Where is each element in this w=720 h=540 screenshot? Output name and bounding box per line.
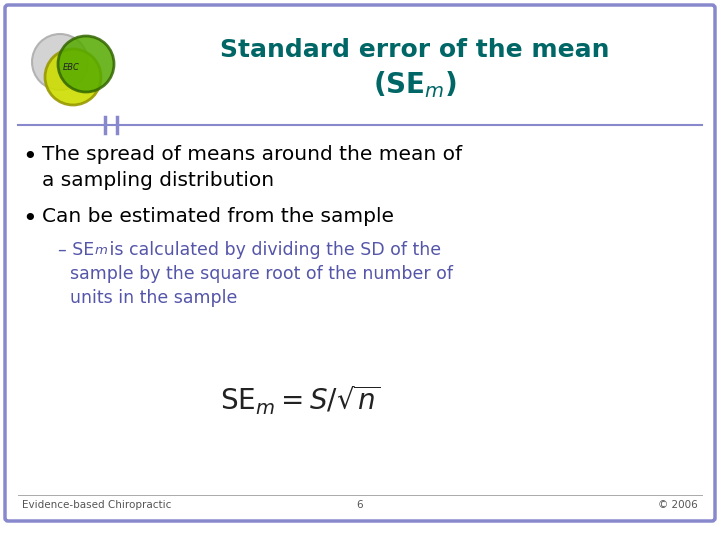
Text: Evidence-based Chiropractic: Evidence-based Chiropractic xyxy=(22,500,171,510)
Text: © 2006: © 2006 xyxy=(658,500,698,510)
Text: Can be estimated from the sample: Can be estimated from the sample xyxy=(42,207,394,226)
Text: EBC: EBC xyxy=(63,63,79,71)
Ellipse shape xyxy=(32,34,88,90)
Text: – SE: – SE xyxy=(58,241,94,259)
Text: Standard error of the mean: Standard error of the mean xyxy=(220,38,610,62)
Text: 6: 6 xyxy=(356,500,364,510)
Text: The spread of means around the mean of: The spread of means around the mean of xyxy=(42,145,462,164)
Text: $\mathbf{(SE}_{m}\mathbf{)}$: $\mathbf{(SE}_{m}\mathbf{)}$ xyxy=(373,70,457,100)
Text: m: m xyxy=(95,244,108,257)
FancyBboxPatch shape xyxy=(5,5,715,521)
Text: $\mathrm{SE}_{m} = S/\sqrt{n}$: $\mathrm{SE}_{m} = S/\sqrt{n}$ xyxy=(220,383,380,417)
Ellipse shape xyxy=(58,36,114,92)
Text: is calculated by dividing the SD of the: is calculated by dividing the SD of the xyxy=(104,241,441,259)
Text: units in the sample: units in the sample xyxy=(70,289,238,307)
Text: •: • xyxy=(22,207,37,231)
Text: a sampling distribution: a sampling distribution xyxy=(42,171,274,190)
Ellipse shape xyxy=(45,49,101,105)
Text: •: • xyxy=(22,145,37,169)
Text: sample by the square root of the number of: sample by the square root of the number … xyxy=(70,265,453,283)
